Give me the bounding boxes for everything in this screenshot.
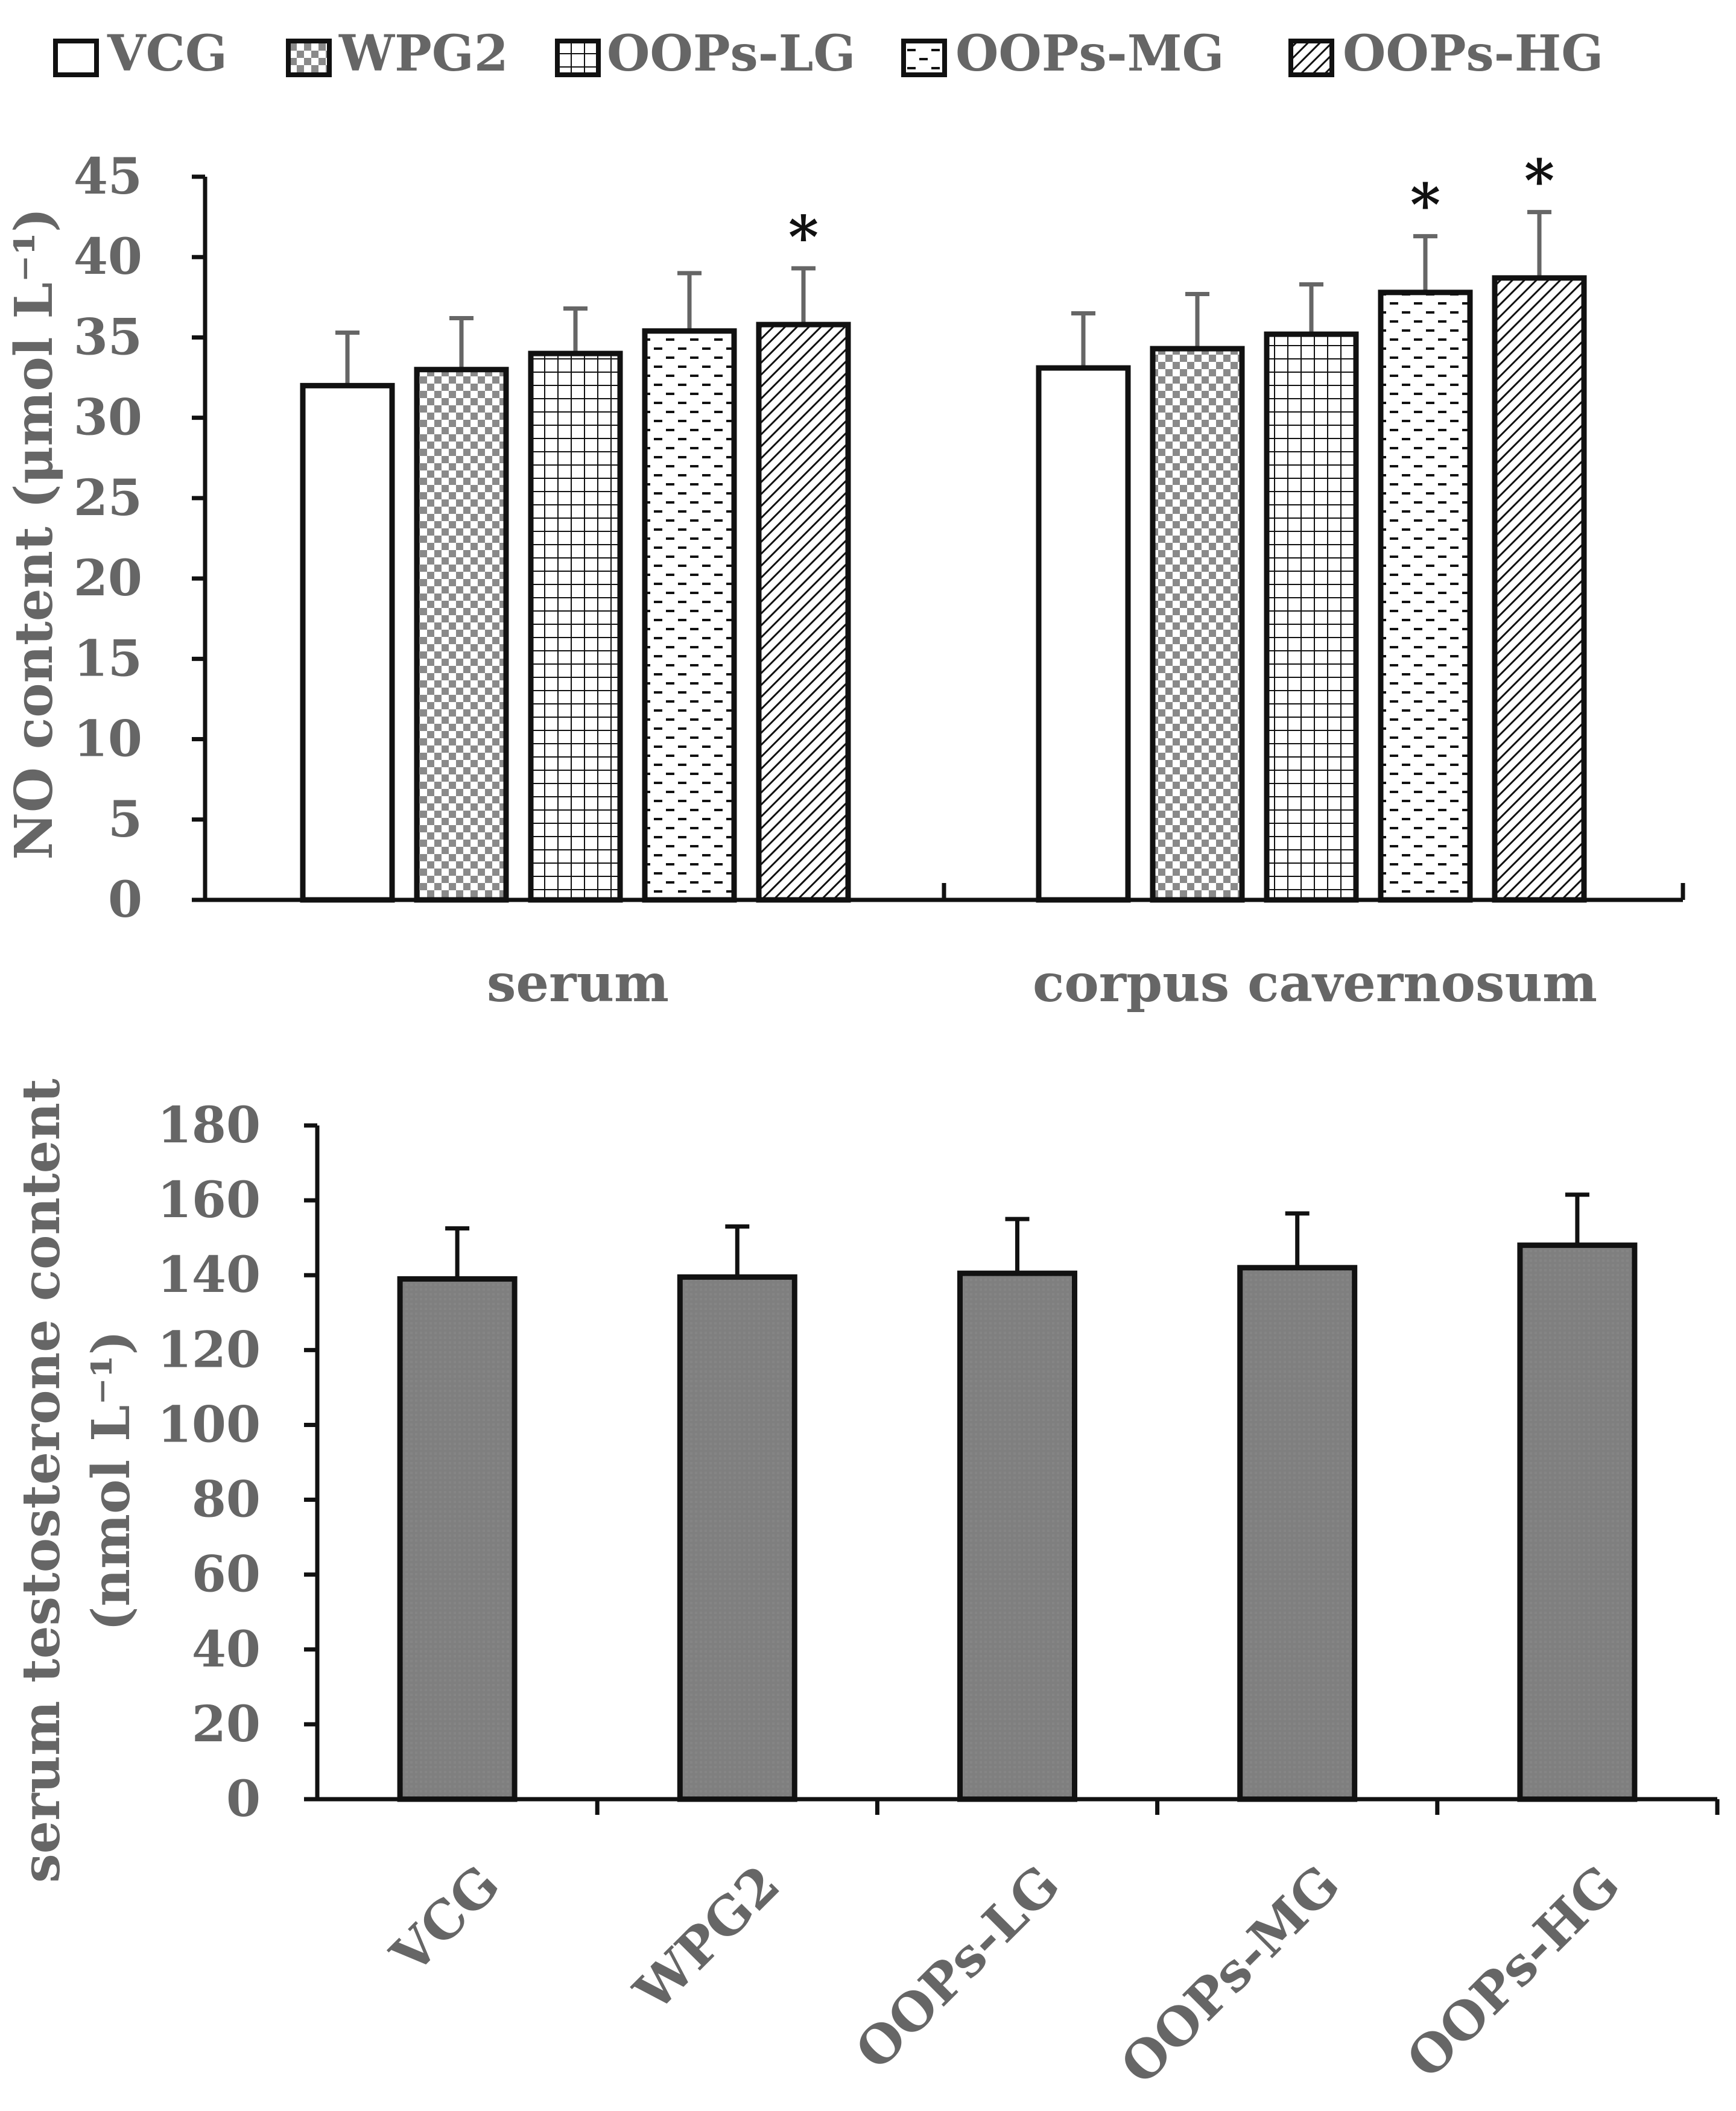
chart2-y-tick-label: 100 (157, 1396, 261, 1454)
bar-oops-hg-corpus-cavernosum (1492, 275, 1587, 903)
legend-swatch-oops-hg (1288, 39, 1334, 77)
legend-swatch-wpg2 (286, 39, 332, 77)
bar-oops-lg-corpus-cavernosum (1264, 331, 1359, 903)
legend-entry-oops-lg: OOPs-LG (555, 25, 855, 83)
chart2-y-tick-label: 60 (192, 1546, 261, 1604)
chart2-category-label-vcg: VCG (379, 1853, 512, 1986)
significance-mark-oops-hg-corpus-cavernosum: * (1524, 147, 1554, 215)
legend-label-oops-mg: OOPs-MG (955, 25, 1224, 83)
bar-testosterone-oops-lg (957, 1270, 1077, 1802)
chart1-y-tick-label: 10 (74, 711, 142, 768)
chart2-axes (315, 1125, 1720, 1815)
chart2-y-tick-label: 20 (192, 1695, 261, 1753)
significance-mark-oops-mg-corpus-cavernosum: * (1410, 171, 1440, 239)
chart2-x-labels: VCG WPG2 OOPs-LG OOPs-MG OOPs-HG (379, 1853, 1631, 2096)
chart1-y-tick-label: 5 (108, 791, 142, 849)
significance-mark-oops-hg-serum: * (788, 203, 819, 271)
legend-swatch-vcg (53, 39, 99, 77)
chart1-y-tick-label: 30 (74, 389, 142, 447)
chart2-y-tick-label: 80 (192, 1471, 261, 1529)
bar-wpg2-serum (414, 367, 509, 903)
bar-oops-hg-serum (756, 321, 851, 903)
legend-entry-oops-mg: OOPs-MG (901, 25, 1224, 83)
legend-label-oops-lg: OOPs-LG (607, 25, 855, 83)
chart1-y-tick-label: 15 (74, 630, 142, 688)
chart2-bars (397, 1192, 1638, 1802)
chart1-y-tick-label: 35 (74, 308, 142, 366)
bar-oops-mg-corpus-cavernosum (1378, 290, 1473, 903)
chart1-y-tick-label: 0 (108, 871, 142, 929)
legend-entry-oops-hg: OOPs-HG (1288, 25, 1603, 83)
chart1-y-ticks: 0 5 10 15 20 25 30 35 40 45 (74, 148, 205, 929)
bar-testosterone-wpg2 (677, 1274, 797, 1802)
chart2-y-ticks: 0 20 40 60 80 100 120 140 160 180 (157, 1097, 317, 1828)
testosterone-chart: serum testosterone content (nmol L⁻¹) 0 2… (11, 1078, 1720, 2096)
no-content-chart: VCG WPG2 OOPs-LG OOPs-MG OOPs-HG NO cont… (4, 25, 1685, 1014)
chart1-bars: * * * (300, 147, 1587, 903)
chart1-axes (203, 177, 1685, 902)
legend-entry-wpg2: WPG2 (286, 25, 508, 83)
chart1-y-tick-label: 45 (74, 148, 142, 206)
chart2-category-label-oops-mg: OOPs-MG (1109, 1853, 1352, 2096)
chart2-category-label-oops-hg: OOPs-HG (1395, 1853, 1632, 2090)
chart1-x-labels: serum corpus cavernosum (487, 953, 1597, 1014)
chart1-y-tick-label: 25 (74, 469, 142, 527)
chart1-y-tick-label: 40 (74, 228, 142, 286)
bar-testosterone-oops-mg (1237, 1265, 1358, 1802)
chart1-y-axis-title: NO content (μmol L⁻¹) (4, 207, 65, 859)
chart2-y-tick-label: 120 (157, 1321, 261, 1379)
chart2-y-tick-label: 0 (226, 1770, 261, 1828)
legend-label-vcg: VCG (107, 25, 227, 83)
chart2-y-tick-label: 160 (157, 1171, 261, 1229)
chart1-category-label-serum: serum (487, 953, 669, 1014)
chart1-category-label-corpus-cavernosum: corpus cavernosum (1033, 953, 1597, 1014)
bar-oops-mg-serum (642, 328, 737, 903)
chart2-category-label-oops-lg: OOPs-LG (844, 1853, 1071, 2081)
legend-swatch-oops-lg (555, 39, 601, 77)
legend: VCG WPG2 OOPs-LG OOPs-MG OOPs-HG (53, 25, 1603, 83)
chart1-y-tick-label: 20 (74, 549, 142, 607)
bar-testosterone-oops-hg (1517, 1242, 1638, 1802)
bar-vcg-corpus-cavernosum (1036, 365, 1131, 903)
chart2-y-tick-label: 140 (157, 1246, 261, 1304)
bar-oops-lg-serum (528, 350, 623, 903)
bar-testosterone-vcg (397, 1276, 518, 1802)
bar-vcg-serum (300, 382, 395, 903)
chart2-y-tick-label: 40 (192, 1621, 261, 1679)
legend-label-wpg2: WPG2 (338, 25, 508, 83)
chart2-y-axis-title-line2: (nmol L⁻¹) (81, 1331, 142, 1631)
chart2-category-label-wpg2: WPG2 (622, 1853, 791, 2022)
legend-label-oops-hg: OOPs-HG (1343, 25, 1603, 83)
chart2-y-axis-title-line1: serum testosterone content (11, 1078, 72, 1883)
legend-entry-vcg: VCG (53, 25, 227, 83)
bar-wpg2-corpus-cavernosum (1150, 346, 1245, 903)
chart2-y-tick-label: 180 (157, 1097, 261, 1154)
legend-swatch-oops-mg (901, 39, 947, 77)
